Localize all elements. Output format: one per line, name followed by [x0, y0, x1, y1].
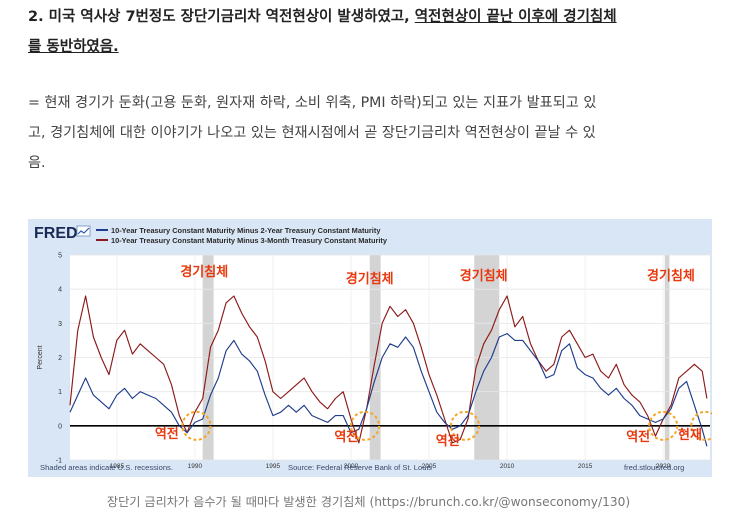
y-tick-label: 3	[58, 321, 62, 328]
x-tick-label: 2005	[422, 463, 437, 470]
inversion-annotation: 역전	[626, 429, 650, 445]
recession-annotation: 경기침체	[346, 271, 394, 287]
y-axis-label: Percent	[37, 345, 44, 369]
x-tick-label: 1995	[266, 463, 281, 470]
paragraph-line: 음.	[28, 155, 46, 171]
series-line-10y-2y	[69, 333, 708, 447]
x-tick-label: 2000	[344, 463, 359, 470]
heading-underlined-text-cont: 를 동반하였음.	[28, 39, 119, 55]
paragraph-line: 고, 경기침체에 대한 이야기가 나오고 있는 현재시점에서 곧 장단기금리차 …	[28, 125, 596, 141]
inversion-annotation: 역전	[155, 426, 179, 442]
footer-url: fred.stlouisfed.org	[624, 463, 684, 472]
inversion-annotation: 역전	[334, 429, 358, 445]
paragraph-line: = 현재 경기가 둔화(고용 둔화, 원자재 하락, 소비 위축, PMI 하락…	[28, 95, 597, 111]
current-annotation: 현재	[678, 427, 702, 443]
figure-caption: 장단기 금리차가 음수가 될 때마다 발생한 경기침체 (https://bru…	[106, 495, 631, 509]
recession-annotation: 경기침체	[180, 264, 228, 280]
y-tick-label: 4	[58, 287, 62, 294]
fred-chart-figure: -1 0 1 2 3 4 5 1985 1990 1995 2000 2005 2010 2015 2020…	[28, 219, 712, 477]
y-tick-label: -1	[56, 458, 62, 465]
y-tick-label: 1	[58, 389, 62, 396]
x-tick-label: 1990	[188, 463, 203, 470]
x-tick-label: 2015	[578, 463, 593, 470]
y-tick-label: 2	[58, 355, 62, 362]
x-tick-label: 2010	[500, 463, 515, 470]
recession-annotation: 경기침체	[460, 268, 508, 284]
body-paragraph: = 현재 경기가 둔화(고용 둔화, 원자재 하락, 소비 위축, PMI 하락…	[28, 88, 718, 178]
x-tick-label: 2020	[656, 463, 671, 470]
recession-annotation: 경기침체	[647, 268, 695, 284]
section-heading: 2. 미국 역사상 7번정도 장단기금리차 역전현상이 발생하였고, 역전현상이…	[28, 2, 718, 62]
chart-svg: -1 0 1 2 3 4 5 1985 1990 1995 2000 2005 2010 2015 2020…	[34, 225, 712, 472]
footer-source: Source: Federal Reserve Bank of St. Loui…	[288, 463, 432, 472]
legend-entry-1: 10-Year Treasury Constant Maturity Minus…	[111, 226, 381, 235]
heading-underlined-text: 역전현상이 끝난 이후에 경기침체	[414, 9, 617, 25]
footer-shaded-note: Shaded areas indicate U.S. recessions.	[40, 463, 173, 472]
heading-text: 2. 미국 역사상 7번정도 장단기금리차 역전현상이 발생하였고,	[28, 9, 415, 25]
fred-logo: FRED	[34, 225, 78, 242]
series-line-10y-3m	[69, 295, 708, 444]
fred-logo-icon	[76, 225, 91, 237]
y-tick-label: 5	[58, 253, 62, 260]
legend-entry-2: 10-Year Treasury Constant Maturity Minus…	[111, 236, 388, 245]
chart-header: FRED 10-Year Treasury Constant Maturity …	[34, 225, 388, 245]
y-tick-label: 0	[58, 423, 62, 430]
x-tick-label: 1985	[110, 463, 125, 470]
inversion-annotation: 역전	[436, 433, 460, 449]
